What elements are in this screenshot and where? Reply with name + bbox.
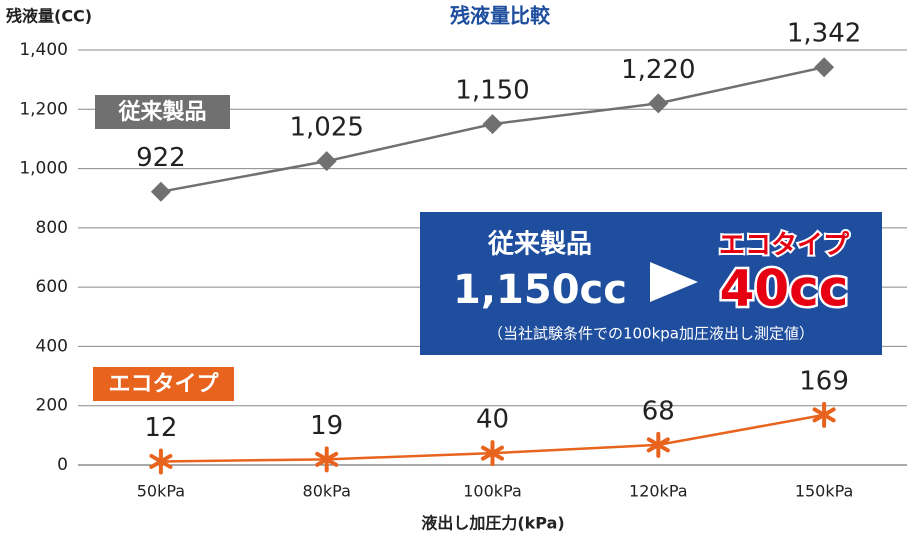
y-tick-label: 0 <box>57 455 68 475</box>
data-label: 169 <box>799 366 849 396</box>
marker <box>480 440 505 467</box>
annotation-old-name: 従来製品 <box>487 230 592 260</box>
legend-box <box>95 95 230 129</box>
data-label: 1,150 <box>455 76 529 106</box>
data-label: 68 <box>642 396 675 426</box>
annotation-box: 従来製品 1,150cc エコタイプ 40cc （当社試験条件での100kpa加… <box>420 212 882 355</box>
y-tick-label: 600 <box>36 277 68 297</box>
marker <box>812 401 836 428</box>
marker <box>648 93 669 114</box>
data-label: 1,025 <box>289 113 363 143</box>
y-tick-label: 200 <box>36 396 68 416</box>
marker <box>316 151 337 172</box>
chart-title: 残液量比較 <box>450 4 551 28</box>
data-label: 40 <box>476 405 509 435</box>
x-tick-label: 150kPa <box>795 482 854 501</box>
y-tick-label: 1,400 <box>19 40 68 60</box>
legend-label: 従来製品 <box>117 99 206 125</box>
legend-label: エコタイプ <box>108 372 219 397</box>
x-tick-label: 100kPa <box>463 482 522 501</box>
data-label: 19 <box>310 411 343 441</box>
y-axis-label: 残液量(CC) <box>6 7 92 26</box>
y-tick-label: 800 <box>36 218 68 238</box>
y-tick-label: 400 <box>36 336 68 356</box>
data-label: 12 <box>144 413 177 443</box>
legend-box <box>93 367 234 401</box>
marker <box>814 57 835 78</box>
y-tick-label: 1,000 <box>19 159 68 179</box>
marker <box>149 448 173 475</box>
x-tick-label: 120kPa <box>629 482 688 501</box>
marker <box>646 431 670 458</box>
data-label: 1,342 <box>787 19 861 49</box>
x-axis-label: 液出し加圧力(kPa) <box>421 514 564 533</box>
data-label: 1,220 <box>621 55 695 85</box>
data-label: 922 <box>136 143 186 173</box>
x-tick-label: 80kPa <box>303 482 351 501</box>
arrow <box>650 262 698 302</box>
marker <box>150 181 171 202</box>
annotation-note: （当社試験条件での100kpa加圧液出し測定値） <box>488 325 814 343</box>
annotation-old-value: 1,150cc <box>453 267 627 313</box>
x-tick-label: 50kPa <box>137 482 185 501</box>
marker <box>482 114 503 135</box>
annotation-new-name: エコタイプ <box>719 231 850 261</box>
annotation-new-value: 40cc <box>720 260 849 318</box>
marker <box>315 446 339 473</box>
y-tick-label: 1,200 <box>19 99 68 119</box>
